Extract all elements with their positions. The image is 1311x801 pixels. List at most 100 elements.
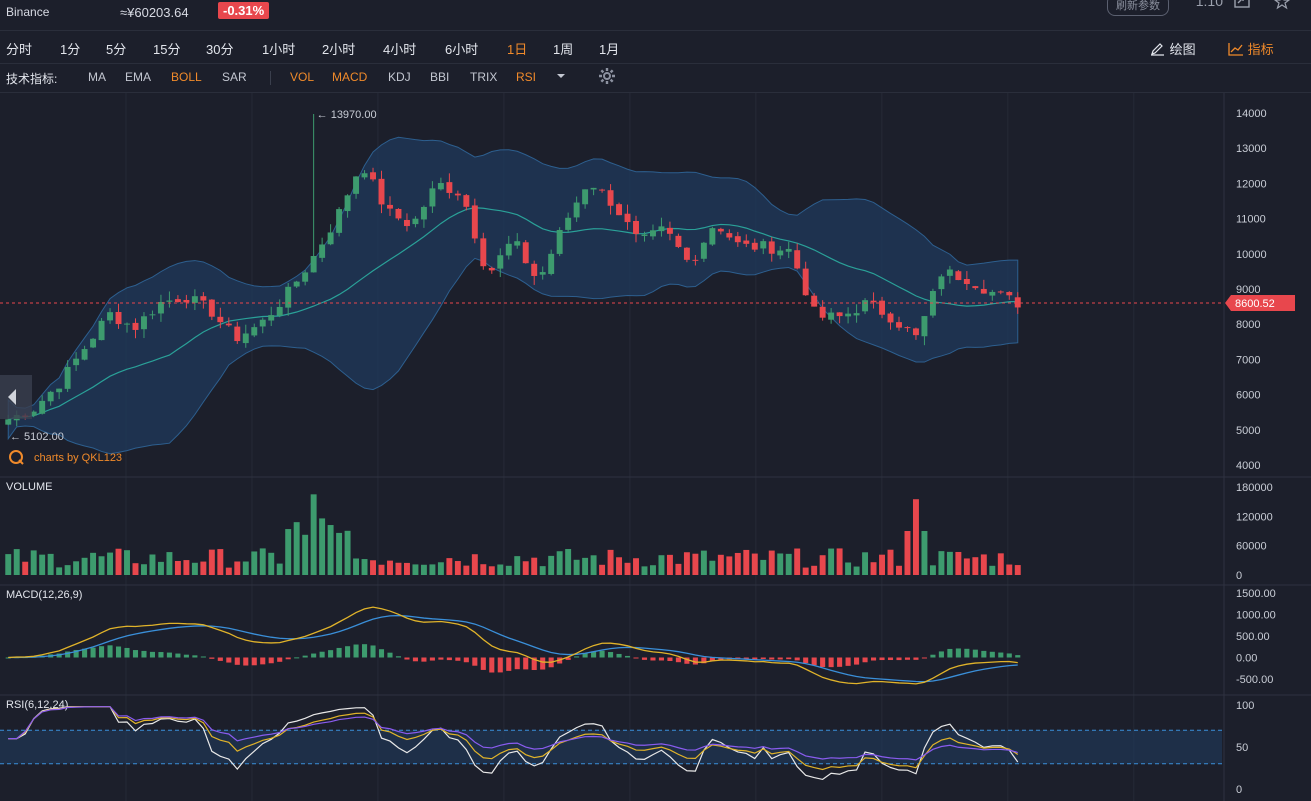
candle-body (887, 313, 894, 323)
volume-tick-label: 0 (1236, 570, 1242, 582)
candle-body (344, 195, 351, 212)
macd-histogram-bar (251, 657, 257, 666)
period-0[interactable]: 分时 (6, 42, 33, 57)
volume-bar (845, 562, 852, 575)
indicator-sar[interactable]: SAR (222, 70, 247, 84)
macd-histogram-bar (650, 657, 656, 661)
indicator-boll[interactable]: BOLL (171, 70, 202, 84)
volume-bar (912, 499, 919, 575)
candle-body (938, 276, 945, 290)
indicator-bbi[interactable]: BBI (430, 70, 450, 84)
macd-histogram-bar (633, 657, 639, 659)
volume-bar (717, 554, 724, 575)
volume-panel-label: VOLUME (6, 481, 52, 493)
indicator-rsi[interactable]: RSI (516, 70, 537, 84)
macd-tick-label: 500.00 (1236, 631, 1270, 643)
volume-bar (565, 549, 572, 575)
macd-histogram-bar (166, 652, 172, 658)
candle-body (845, 313, 852, 317)
macd-histogram-bar (124, 647, 130, 658)
macd-histogram-bar (107, 645, 113, 658)
rsi-tick-label: 100 (1236, 700, 1254, 712)
macd-histogram-bar (523, 657, 529, 670)
macd-histogram-bar (930, 654, 936, 658)
macd-histogram-bar (328, 650, 334, 658)
macd-histogram-bar (158, 652, 164, 658)
candle-body (183, 299, 190, 303)
macd-histogram-bar (115, 646, 122, 658)
macd-histogram-bar (998, 652, 1004, 658)
volume-bar (683, 552, 690, 575)
chart-area[interactable]: VOLUME MACD(12,26,9) RSI(6,12,24) 14000 1… (0, 93, 1311, 801)
period-5[interactable]: 1小时 (262, 42, 296, 57)
macd-histogram-bar (887, 657, 894, 661)
candle-body (531, 263, 538, 276)
macd-histogram-bar (294, 657, 300, 659)
period-4[interactable]: 30分 (206, 42, 234, 57)
volume-bar (480, 564, 487, 575)
params-button[interactable]: 刷新参数 (1107, 0, 1169, 16)
period-6[interactable]: 2小时 (322, 42, 356, 57)
macd-histogram-bar (837, 657, 843, 667)
volume-bar (319, 518, 326, 575)
macd-histogram-bar (370, 645, 376, 658)
candle-body (548, 253, 555, 274)
indicator-trix[interactable]: TRIX (470, 70, 498, 84)
settings-gear-icon[interactable] (598, 67, 616, 88)
period-1[interactable]: 1分 (60, 42, 81, 57)
indicator-macd[interactable]: MACD (332, 70, 368, 84)
indicator-tool[interactable]: 指标 (1228, 39, 1274, 58)
period-3[interactable]: 15分 (153, 42, 181, 57)
chart-overlay: 8600.52 ← 13970.00 ← 5102.00 charts by QKL1… (0, 109, 1295, 465)
macd-histogram-bar (641, 657, 648, 660)
period-7[interactable]: 4小时 (383, 42, 417, 57)
indicator-ema[interactable]: EMA (125, 70, 152, 84)
candle-body (403, 219, 410, 227)
rsi-tick-label: 50 (1236, 742, 1248, 754)
period-10[interactable]: 1周 (553, 42, 574, 57)
period-2[interactable]: 5分 (106, 42, 127, 57)
candle-body (963, 278, 970, 285)
indicator-vol[interactable]: VOL (290, 70, 315, 84)
volume-bar (590, 555, 597, 575)
macd-tick-label: 0.00 (1236, 653, 1257, 665)
volume-bar (997, 553, 1004, 575)
more-indicators-caret-icon[interactable] (556, 68, 566, 85)
indicator-kdj[interactable]: KDJ (388, 70, 411, 84)
macd-histogram-bar (132, 650, 139, 658)
candle-body (980, 288, 987, 294)
candle-body (514, 241, 521, 246)
draw-tool[interactable]: 绘图 (1150, 39, 1196, 58)
volume-bar (879, 554, 885, 575)
boll-mid-line (8, 207, 1018, 420)
macd-histogram-bar (463, 657, 469, 663)
candle-body (921, 316, 928, 337)
macd-histogram-bar (921, 657, 927, 659)
indicator-ma[interactable]: MA (88, 70, 106, 84)
candle-body (251, 327, 258, 336)
volume-bar (938, 551, 945, 575)
candle-body (505, 243, 512, 256)
candle-body (683, 247, 690, 260)
candle-body (336, 209, 343, 233)
price-tick-label: 7000 (1236, 354, 1260, 366)
price-tick-label: 14000 (1236, 108, 1267, 120)
price-axes: 1400013000120001100010000900080007000600… (1236, 108, 1276, 796)
candle-body (666, 227, 673, 234)
candle-body (276, 306, 283, 316)
rsi-panel-label: RSI(6,12,24) (6, 699, 68, 711)
macd-histogram-bar (514, 657, 520, 670)
price-tick-label: 9000 (1236, 284, 1260, 296)
fullscreen-icon[interactable] (1233, 0, 1250, 8)
volume-bar (403, 562, 410, 575)
volume-bar (251, 551, 258, 575)
candle-body (480, 238, 487, 267)
period-11[interactable]: 1月 (599, 42, 620, 57)
star-icon[interactable] (1273, 0, 1290, 10)
volume-bar (90, 552, 97, 575)
period-9[interactable]: 1日 (507, 42, 528, 57)
candle-body (319, 244, 326, 258)
volume-bar (285, 529, 292, 575)
period-8[interactable]: 6小时 (445, 42, 479, 57)
candle-body (132, 322, 139, 330)
